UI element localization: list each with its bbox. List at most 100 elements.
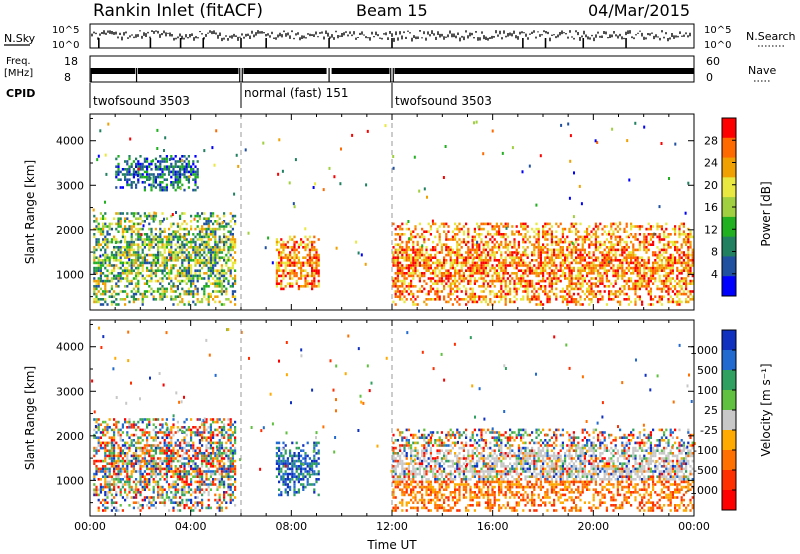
echo-cell: [539, 300, 542, 304]
echo-cell: [676, 282, 679, 285]
echo-cell: [421, 253, 424, 257]
echo-cell: [416, 256, 419, 259]
echo-cell: [183, 236, 186, 240]
echo-cell: [93, 462, 96, 465]
echo-cell: [611, 127, 614, 131]
echo-cell: [570, 300, 573, 304]
echo-cell: [97, 154, 100, 158]
echo-cell: [284, 266, 287, 270]
echo-cell: [544, 269, 547, 272]
echo-cell: [544, 279, 547, 283]
echo-cell: [394, 295, 397, 298]
echo-cell: [95, 491, 98, 494]
echo-cell: [159, 467, 162, 471]
echo-cell: [207, 227, 210, 231]
echo-cell: [484, 259, 487, 262]
echo-cell: [154, 433, 157, 437]
echo-cell: [113, 436, 116, 439]
echo-cell: [113, 485, 116, 489]
echo-cell: [410, 282, 413, 285]
echo-cell: [656, 266, 659, 270]
echo-cell: [665, 272, 668, 275]
echo-cell: [124, 173, 127, 176]
echo-cell: [616, 240, 619, 244]
echo-cell: [154, 243, 157, 246]
echo-cell: [306, 282, 309, 285]
echo-cell: [124, 272, 127, 275]
echo-cell: [663, 269, 666, 272]
echo-cell: [555, 264, 558, 267]
echo-cell: [511, 277, 514, 280]
echo-cell: [555, 240, 558, 244]
echo-cell: [632, 287, 635, 291]
echo-cell: [110, 222, 113, 226]
echo-cell: [212, 290, 215, 293]
echo-cell: [135, 501, 138, 504]
echo-cell: [601, 253, 604, 257]
echo-cell: [544, 238, 547, 241]
echo-cell: [462, 279, 465, 283]
echo-cell: [601, 264, 604, 267]
echo-cell: [152, 467, 155, 471]
echo-cell: [216, 272, 219, 275]
echo-cell: [110, 303, 113, 306]
echo-cell: [284, 269, 287, 272]
echo-cell: [403, 290, 406, 293]
echo-cell: [614, 251, 617, 254]
echo-cell: [685, 235, 688, 239]
echo-cell: [392, 282, 395, 285]
echo-cell: [154, 467, 157, 471]
velocity-echoes: [91, 326, 696, 512]
echo-cell: [159, 183, 162, 187]
echo-cell: [335, 246, 338, 250]
echo-cell: [647, 227, 650, 231]
echo-cell: [412, 274, 415, 278]
echo-cell: [416, 240, 419, 244]
echo-cell: [614, 248, 617, 252]
echo-cell: [196, 212, 199, 215]
echo-cell: [313, 266, 316, 270]
echo-cell: [564, 290, 567, 293]
echo-cell: [108, 233, 111, 236]
echo-cell: [498, 261, 501, 265]
echo-cell: [150, 457, 153, 460]
echo-cell: [401, 292, 404, 296]
echo-cell: [586, 282, 589, 285]
echo-cell: [480, 274, 483, 278]
echo-cell: [645, 282, 648, 285]
echo-cell: [462, 230, 465, 233]
echo-cell: [172, 238, 175, 241]
echo-cell: [511, 264, 514, 267]
echo-cell: [652, 261, 655, 265]
echo-cell: [638, 274, 641, 278]
echo-cell: [203, 259, 206, 262]
echo-cell: [641, 279, 644, 283]
echo-cell: [630, 259, 633, 262]
echo-cell: [130, 269, 133, 272]
echo-cell: [143, 428, 146, 432]
echo-cell: [542, 248, 545, 252]
echo-cell: [438, 259, 441, 262]
freq-label: Freq.: [6, 56, 31, 67]
echo-cell: [365, 183, 368, 187]
echo-cell: [553, 282, 556, 285]
echo-cell: [630, 279, 633, 283]
echo-cell: [97, 290, 100, 293]
echo-cell: [196, 292, 199, 296]
echo-cell: [438, 233, 441, 236]
echo-cell: [93, 472, 96, 476]
echo-cell: [152, 272, 155, 275]
echo-cell: [172, 186, 175, 189]
echo-cell: [95, 287, 98, 291]
echo-cell: [495, 295, 498, 298]
echo-cell: [161, 269, 164, 272]
echo-cell: [121, 230, 124, 233]
echo-cell: [124, 298, 127, 301]
echo-cell: [161, 467, 164, 471]
echo-cell: [150, 233, 153, 236]
echo-cell: [113, 465, 116, 468]
echo-cell: [454, 251, 457, 254]
echo-cell: [97, 225, 100, 228]
echo-cell: [627, 261, 630, 265]
echo-cell: [102, 298, 105, 301]
